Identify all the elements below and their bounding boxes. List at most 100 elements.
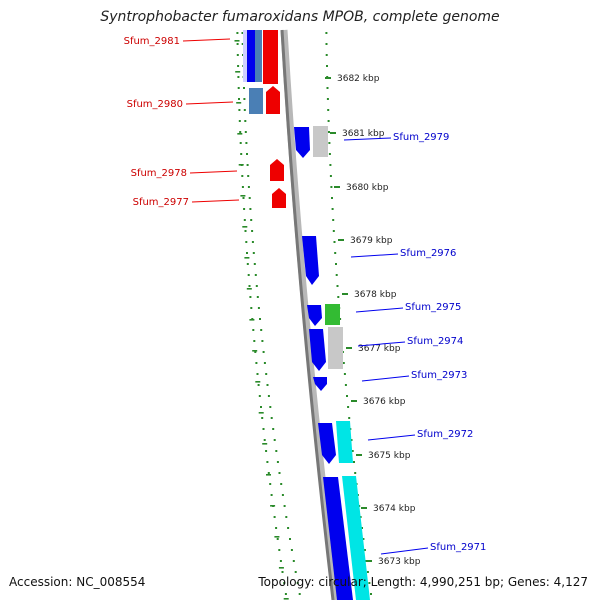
gene-label-reverse[interactable]: Sfum_2977 [133, 197, 189, 208]
ring-dash [249, 319, 255, 321]
gene-arrow-sfum-2974[interactable] [309, 329, 326, 371]
gene-arrow-red-2980[interactable] [266, 86, 280, 114]
ring-dot [250, 307, 253, 309]
feature-block-gray-2979[interactable] [313, 126, 328, 157]
kbp-tick [351, 400, 357, 402]
gene-arrow-sfum-2978[interactable] [270, 159, 284, 181]
feature-block-sfum-2980[interactable] [249, 88, 263, 114]
ring-dot [253, 263, 256, 265]
ring-dot [247, 274, 250, 276]
kbp-tick [361, 507, 367, 509]
ring-dash [242, 226, 248, 228]
label-leader-line [355, 307, 404, 313]
ring-dot [257, 307, 260, 309]
gene-label-forward[interactable]: Sfum_2975 [405, 302, 461, 313]
ring-dot [350, 439, 353, 441]
ring-dot [275, 450, 278, 452]
ring-dot [339, 318, 342, 320]
ring-dot [261, 340, 264, 342]
gene-arrow-sfum-2979[interactable] [294, 127, 310, 158]
gene-arrow-sfum-2976[interactable] [302, 236, 319, 285]
ring-dot [285, 516, 288, 518]
gene-label-forward[interactable]: Sfum_2974 [407, 336, 463, 347]
label-leader-line [350, 253, 399, 258]
ring-dot [292, 560, 295, 562]
feature-block-cyan-2971[interactable] [342, 476, 370, 600]
label-leader-line [182, 38, 231, 42]
kbp-tick-label: 3681 kbp [342, 129, 385, 139]
ring-dot [290, 549, 293, 551]
kbp-tick [366, 560, 372, 562]
feature-block-gray-2974[interactable] [328, 327, 343, 369]
ring-dot [280, 483, 283, 485]
ring-dot [284, 593, 287, 595]
feature-block-cyan-2972[interactable] [336, 421, 353, 463]
gene-label-forward[interactable]: Sfum_2979 [393, 132, 449, 143]
gene-label-forward[interactable]: Sfum_2976 [400, 248, 456, 259]
gene-label-reverse[interactable]: Sfum_2981 [124, 36, 180, 47]
ring-dot [275, 527, 278, 529]
gene-label-forward[interactable]: Sfum_2971 [430, 542, 486, 553]
ring-dot [326, 65, 328, 67]
gene-block-sfum-2971[interactable] [323, 477, 353, 600]
ring-dot [298, 593, 301, 595]
ring-dot [351, 450, 354, 452]
ring-dot [249, 296, 252, 298]
ring-dot [270, 417, 273, 419]
ring-dot [287, 527, 290, 529]
feature-block-top-shade [243, 30, 247, 82]
gene-arrow-sfum-2972[interactable] [318, 423, 336, 464]
ring-dot [260, 329, 263, 331]
genome-backbone [280, 29, 340, 601]
feature-block-green-2975[interactable] [325, 304, 340, 325]
ring-dot [344, 384, 347, 386]
ring-dot [362, 538, 365, 540]
ring-dot [363, 549, 366, 551]
ring-dash [255, 381, 261, 383]
gene-arrow-sfum-2977[interactable] [272, 188, 286, 208]
feature-block-sfum-2981-b[interactable] [255, 30, 262, 82]
ring-dot [281, 494, 284, 496]
gene-label-forward[interactable]: Sfum_2972 [417, 429, 473, 440]
ring-dot [252, 252, 255, 254]
ring-dot [335, 263, 337, 265]
ring-dot [368, 582, 371, 584]
ring-dot [361, 527, 363, 529]
genome-title: Syntrophobacter fumaroxidans MPOB, compl… [100, 9, 500, 25]
ring-dot [294, 571, 297, 573]
ring-dot [255, 362, 258, 364]
ring-dot [326, 98, 329, 100]
ring-dash [244, 257, 250, 259]
ring-dot [236, 32, 239, 34]
ring-dot [249, 208, 252, 210]
ring-dot [342, 362, 345, 364]
kbp-tick-label: 3675 kbp [368, 451, 411, 461]
ring-dot [245, 241, 248, 243]
gene-label-reverse[interactable]: Sfum_2978 [131, 168, 187, 179]
ring-dot [258, 395, 261, 397]
ring-dot [237, 76, 240, 78]
ring-dot [236, 43, 239, 45]
ring-dash [262, 443, 268, 445]
gene-label-forward[interactable]: Sfum_2973 [411, 370, 467, 381]
ring-dot [240, 153, 243, 155]
ring-dot [256, 373, 259, 375]
ring-dot [260, 406, 262, 408]
feature-block-red-top[interactable] [263, 30, 278, 84]
kbp-tick [330, 132, 336, 134]
ring-dot [248, 197, 251, 199]
ring-dash [234, 40, 240, 42]
ring-dot [247, 186, 250, 188]
label-leader-line [189, 170, 238, 174]
kbp-tick-label: 3679 kbp [350, 236, 393, 246]
ring-dot [236, 54, 239, 56]
ring-dot [325, 54, 328, 56]
ring-dot [337, 296, 340, 298]
ring-dot [370, 593, 372, 595]
ring-dash [240, 195, 246, 197]
ring-dot [296, 582, 299, 584]
gene-arrow-sfum-2975[interactable] [307, 305, 322, 326]
gene-arrow-sfum-2973[interactable] [313, 377, 327, 391]
ring-dot [354, 472, 357, 474]
gene-label-reverse[interactable]: Sfum_2980 [127, 99, 183, 110]
